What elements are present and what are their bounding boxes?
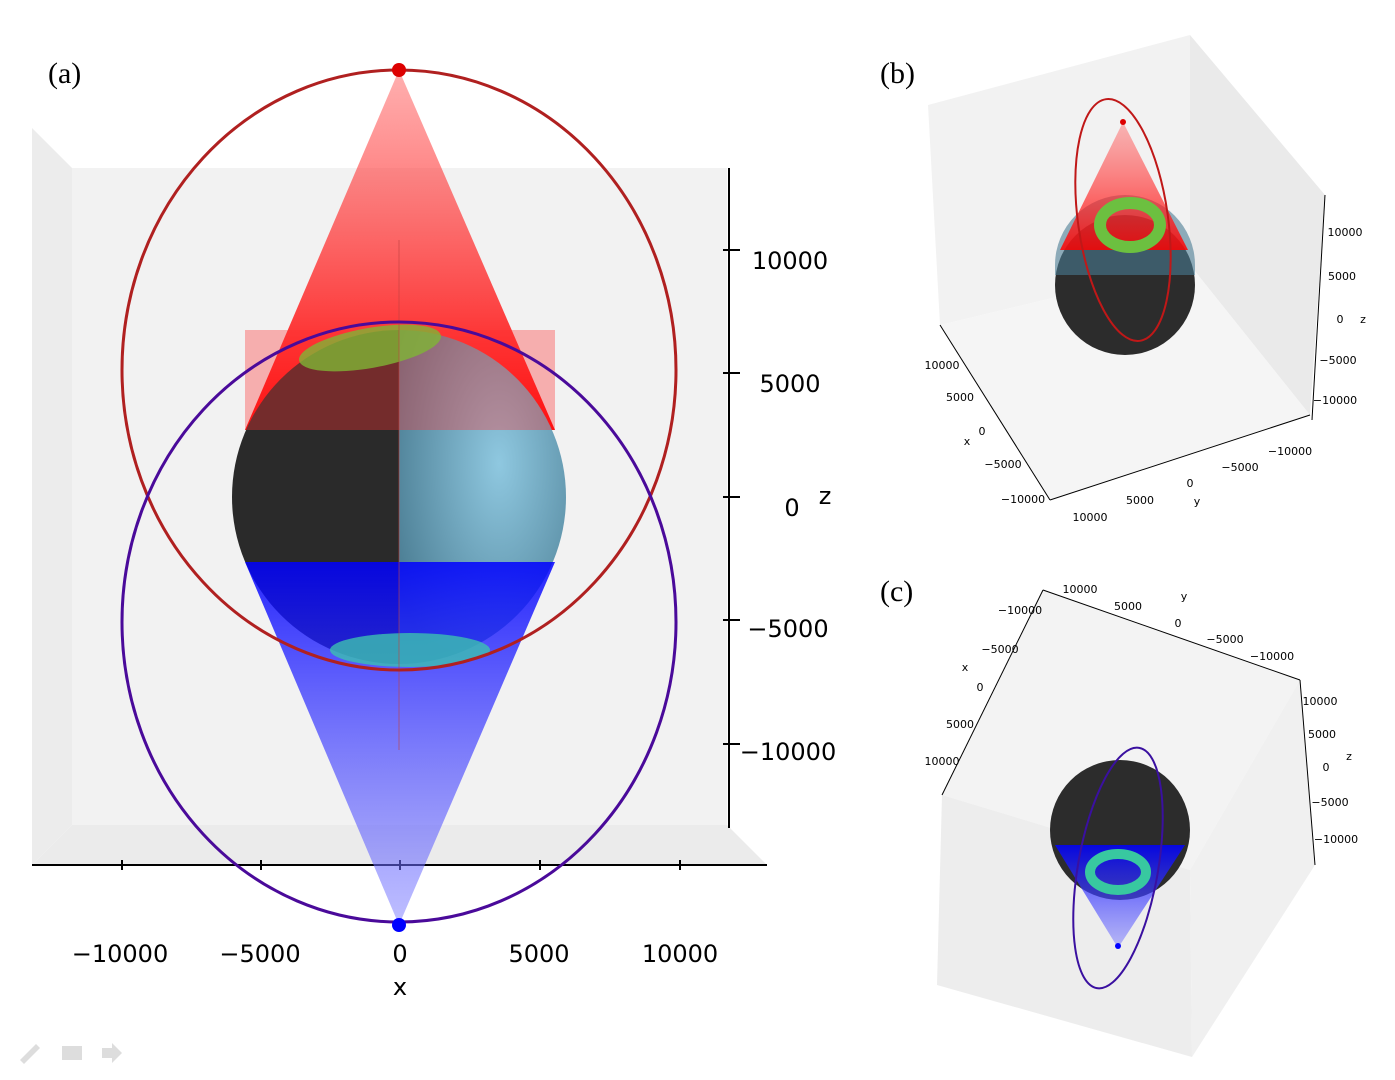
x-tick-label: 10000 [925,755,960,768]
x-tick-label: −5000 [981,643,1018,656]
x-tick-label: −5000 [219,940,300,968]
x-tick-label: 5000 [946,718,974,731]
north-point [392,63,406,77]
aurora [1085,849,1151,895]
y-tick-label: 0 [1175,617,1182,630]
y-tick-label: −10000 [1268,445,1312,458]
apex [1115,943,1121,949]
x-tick-label: 5000 [946,391,974,404]
panel-label: (b) [880,57,915,90]
y-tick-label: 10000 [1073,511,1108,524]
pane [32,128,72,865]
panel-label: (c) [880,575,913,608]
aurora-south [330,633,490,667]
red-cone [245,70,555,430]
pane [1190,680,1315,1057]
z-tick-label: 10000 [1303,695,1338,708]
z-tick-label: −10000 [1314,833,1358,846]
axes [941,589,1316,866]
apex [1120,119,1126,125]
x-tick-label: −10000 [1001,493,1045,506]
z-tick-label: 0 [1323,761,1330,774]
z-tick-label: 0 [784,494,799,522]
y-tick-label: 10000 [1063,583,1098,596]
x-axis-title: x [962,661,969,674]
z-axis-title: z [1346,750,1352,763]
x-tick-label: 0 [979,425,986,438]
x-tick-label: −10000 [72,940,168,968]
pane [942,590,1300,870]
z-tick-label: 5000 [1308,728,1336,741]
toolbar-icons [20,1043,122,1064]
south-point [392,918,406,932]
x-tick-label: −5000 [984,458,1021,471]
x-tick-label: 10000 [642,940,718,968]
z-tick-label: 10000 [1328,226,1363,239]
y-axis-title: y [1194,495,1201,508]
axes [939,194,1326,501]
z-tick-label: −5000 [1319,354,1356,367]
panel-label: (a) [48,57,81,90]
y-tick-label: 5000 [1126,494,1154,507]
pane [940,265,1310,500]
z-axis-title: z [1360,313,1366,326]
y-tick-label: −10000 [1250,650,1294,663]
x-axis-title: x [964,435,971,448]
panel-a: (a) −10000 −5000 0 5000 10000 x 10000 50… [32,57,836,1001]
z-tick-label: −10000 [740,738,836,766]
z-tick-label: −5000 [1311,796,1348,809]
x-tick-label: 10000 [925,359,960,372]
z-tick-label: 0 [1337,313,1344,326]
x-tick-label: 5000 [508,940,569,968]
z-tick-label: −5000 [747,615,828,643]
pane [1190,35,1325,415]
x-axis-title: x [393,973,407,1001]
z-tick-label: 5000 [759,370,820,398]
orbit [1072,746,1164,990]
ticks [121,249,740,870]
z-tick-label: 10000 [752,247,828,275]
panel-c: (c) −10000 −5000 0 5000 10000 x 10000 50… [880,575,1358,1057]
y-tick-label: 0 [1187,477,1194,490]
x-tick-label: 0 [392,940,407,968]
x-tick-label: −10000 [998,604,1042,617]
z-tick-label: −10000 [1313,394,1357,407]
y-tick-label: 5000 [1114,600,1142,613]
aurora [1094,197,1166,253]
x-tick-label: 0 [977,681,984,694]
orbit [1074,98,1172,342]
z-tick-label: 5000 [1328,270,1356,283]
z-axis-title: z [819,482,832,510]
y-tick-label: −5000 [1206,633,1243,646]
y-axis-title: y [1181,590,1188,603]
y-tick-label: −5000 [1221,461,1258,474]
aurora-north [299,324,441,372]
panel-b: (b) 10000 5000 0 −5000 −10000 x 10000 50… [880,35,1366,524]
